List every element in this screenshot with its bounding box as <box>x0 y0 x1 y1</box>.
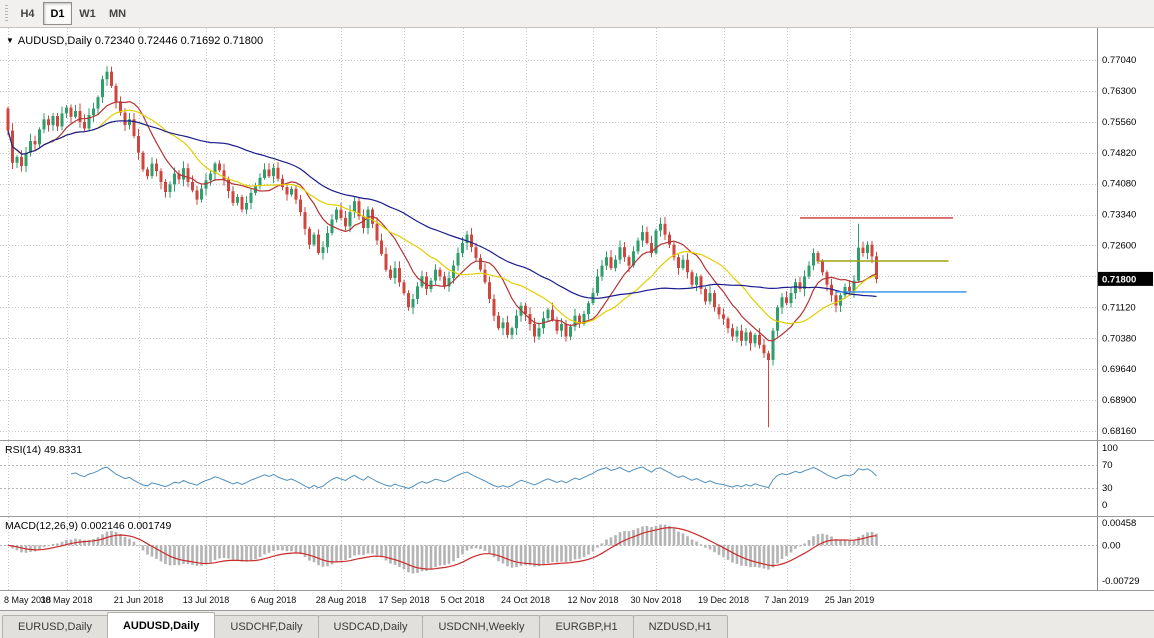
rsi-canvas[interactable]: 100 70 30 0 <box>0 441 1154 516</box>
date-axis-label: 17 Sep 2018 <box>378 595 430 605</box>
svg-text:0: 0 <box>1102 500 1107 511</box>
svg-text:100: 100 <box>1102 443 1118 454</box>
chart-window: 0.77040 0.76300 0.75560 0.74820 0.74080 0.733… <box>0 28 1154 610</box>
macd-pane: 0.00458 0.00 -0.00729 MACD(12,26,9) 0.0021… <box>0 517 1154 591</box>
rsi-level-lines <box>0 465 1097 489</box>
timeframe-button-h4[interactable]: H4 <box>20 7 35 20</box>
macd-signal-line <box>7 526 877 570</box>
svg-text:70: 70 <box>1102 460 1113 471</box>
svg-text:0.74080: 0.74080 <box>1102 179 1136 190</box>
chart-tabs-bar: EURUSD,Daily AUDUSD,Daily USDCHF,Daily USDC… <box>0 610 1154 638</box>
macd-histogram <box>6 524 878 574</box>
date-axis-label: 13 Jul 2018 <box>182 595 230 605</box>
date-axis-label: 6 Aug 2018 <box>250 595 297 605</box>
svg-text:0.71120: 0.71120 <box>1102 302 1136 313</box>
svg-text:0.68160: 0.68160 <box>1102 426 1136 437</box>
date-axis-label: 30 May 2018 <box>40 595 93 605</box>
ma-mid-yellow-line <box>7 109 877 325</box>
timeframe-button-mn[interactable]: MN <box>108 7 127 20</box>
price-pane: 0.77040 0.76300 0.75560 0.74820 0.74080 0.733… <box>0 28 1154 441</box>
svg-text:0.70380: 0.70380 <box>1102 333 1136 344</box>
rsi-title: RSI(14) 49.8331 <box>5 444 83 456</box>
tab-usdcnh-weekly[interactable]: USDCNH,Weekly <box>422 615 541 638</box>
svg-text:30: 30 <box>1102 483 1113 494</box>
toolbar-grip[interactable] <box>5 4 8 23</box>
svg-text:0.77040: 0.77040 <box>1102 55 1136 66</box>
tab-eurusd-daily[interactable]: EURUSD,Daily <box>2 615 108 638</box>
svg-text:0.74820: 0.74820 <box>1102 148 1136 159</box>
svg-text:0.69640: 0.69640 <box>1102 364 1136 375</box>
date-axis-label: 12 Nov 2018 <box>567 595 619 605</box>
tab-eurgbp-h1[interactable]: EURGBP,H1 <box>539 615 634 638</box>
date-axis-label: 8 May 2018 <box>4 595 52 605</box>
tab-usdcad-daily[interactable]: USDCAD,Daily <box>317 615 424 638</box>
current-price-tag: 0.71800 <box>1098 271 1153 286</box>
ma-slow-navy-line <box>7 120 877 299</box>
tab-usdchf-daily[interactable]: USDCHF,Daily <box>214 615 319 638</box>
macd-axis-labels[interactable]: 0.00458 0.00 -0.00729 <box>1102 518 1140 587</box>
svg-text:0.72600: 0.72600 <box>1102 241 1136 252</box>
date-axis-label: 21 Jun 2018 <box>113 595 164 605</box>
macd-canvas[interactable]: 0.00458 0.00 -0.00729 <box>0 517 1154 590</box>
svg-text:0.00: 0.00 <box>1102 540 1121 551</box>
timeframe-toolbar: H4 D1 W1 MN <box>0 0 1154 28</box>
chart-title-text: AUDUSD,Daily 0.72340 0.72446 0.71692 0.7… <box>17 35 264 47</box>
svg-text:0.71800: 0.71800 <box>1102 274 1136 285</box>
svg-text:0.00458: 0.00458 <box>1102 518 1136 529</box>
macd-title: MACD(12,26,9) 0.002146 0.001749 <box>5 520 172 532</box>
date-axis-label: 24 Oct 2018 <box>500 595 551 605</box>
date-axis-label: 30 Nov 2018 <box>630 595 682 605</box>
date-axis[interactable]: 8 May 2018 30 May 2018 21 Jun 2018 13 Jul 2… <box>0 591 1154 610</box>
price-chart-canvas[interactable]: 0.77040 0.76300 0.75560 0.74820 0.74080 0.733… <box>0 28 1154 440</box>
vertical-grid <box>8 441 851 516</box>
timeframe-button-d1[interactable]: D1 <box>43 2 72 25</box>
candlestick-series <box>6 66 878 428</box>
date-axis-label: 25 Jan 2019 <box>824 595 875 605</box>
svg-text:0.68900: 0.68900 <box>1102 395 1136 406</box>
ma-fast-red-line <box>7 100 877 342</box>
svg-text:0.76300: 0.76300 <box>1102 86 1136 97</box>
price-axis-labels[interactable]: 0.77040 0.76300 0.75560 0.74820 0.74080 0.733… <box>1102 55 1136 437</box>
chart-dropdown-arrow-icon[interactable]: ▼ <box>6 36 14 45</box>
tab-audusd-daily[interactable]: AUDUSD,Daily <box>106 612 216 638</box>
svg-text:0.75560: 0.75560 <box>1102 117 1136 128</box>
rsi-pane: 100 70 30 0 RSI(14) 49.8331 <box>0 441 1154 517</box>
chart-title: ▼ AUDUSD,Daily 0.72340 0.72446 0.71692 0… <box>6 35 263 47</box>
svg-text:-0.00729: -0.00729 <box>1102 576 1140 587</box>
date-axis-label: 5 Oct 2018 <box>440 595 485 605</box>
date-axis-label: 7 Jan 2019 <box>764 595 809 605</box>
timeframe-buttons: H4 D1 W1 MN <box>13 2 132 25</box>
tab-nzdusd-h1[interactable]: NZDUSD,H1 <box>632 615 728 638</box>
rsi-line <box>70 466 877 490</box>
horizontal-grid <box>0 60 1097 432</box>
svg-text:0.73340: 0.73340 <box>1102 210 1136 221</box>
rsi-axis-labels[interactable]: 100 70 30 0 <box>1102 443 1118 511</box>
timeframe-button-w1[interactable]: W1 <box>79 7 96 20</box>
vertical-grid <box>8 28 851 440</box>
date-axis-label: 19 Dec 2018 <box>697 595 750 605</box>
date-axis-label: 28 Aug 2018 <box>315 595 367 605</box>
